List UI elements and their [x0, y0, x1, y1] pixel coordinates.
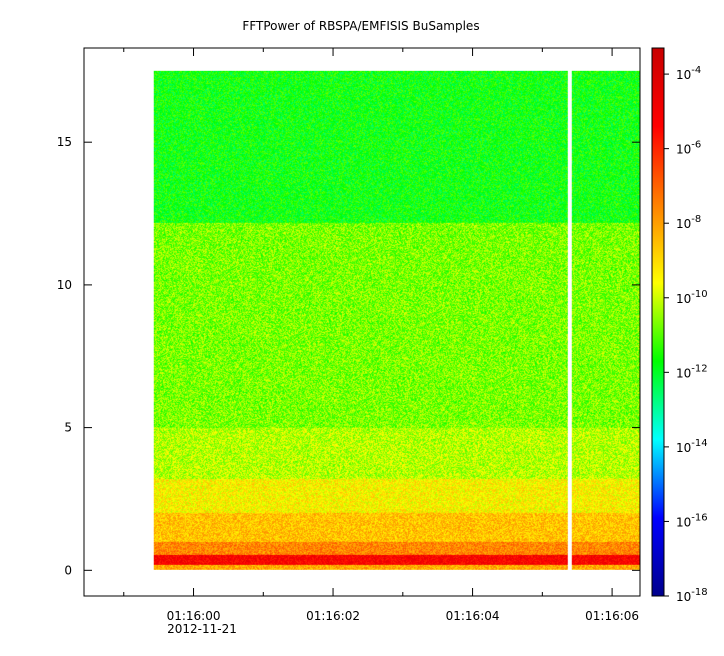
x-date-label: 2012-11-21 [167, 622, 237, 636]
colorbar-tick-label: 10-10 [676, 289, 708, 306]
y-tick-label: 5 [64, 421, 72, 435]
x-tick-label: 01:16:00 [167, 609, 221, 623]
plot-area: 0 5 10 15 01:16:00 01:16:02 01:16:04 01:16:06 [57, 47, 641, 623]
y-tick-label: 10 [57, 278, 72, 292]
y-tick-label: 0 [64, 563, 72, 577]
colorbar-tick-label: 10-18 [676, 587, 708, 604]
colorbar-tick-label: 10-16 [676, 512, 708, 529]
colorbar-scale [651, 47, 665, 597]
colorbar-tick-label: 10-4 [676, 65, 701, 82]
x-tick-label: 01:16:04 [446, 609, 500, 623]
spectrogram-image [153, 70, 640, 570]
colorbar: 10-4 10-6 10-8 10-10 10-12 10-14 10-16 10-18 [651, 47, 708, 604]
colorbar-tick-label: 10-6 [676, 140, 701, 157]
x-tick-label: 01:16:02 [306, 609, 360, 623]
y-tick-label: 15 [57, 135, 72, 149]
colorbar-tick-label: 10-12 [676, 363, 708, 380]
colorbar-tick-label: 10-8 [676, 214, 701, 231]
chart-title: FFTPower of RBSPA/EMFISIS BuSamples [242, 19, 479, 33]
x-tick-label: 01:16:06 [585, 609, 639, 623]
plot-frame [83, 47, 641, 597]
colorbar-tick-label: 10-14 [676, 438, 708, 455]
